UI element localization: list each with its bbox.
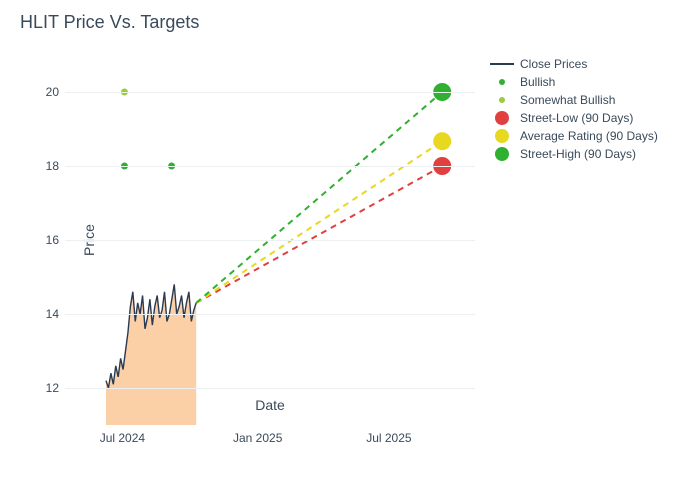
x-tick-label: Jan 2025 <box>233 431 282 445</box>
x-tick-label: Jul 2024 <box>100 431 145 445</box>
y-tick-label: 14 <box>46 307 59 321</box>
gridline <box>65 388 475 389</box>
legend-swatch-dot <box>490 147 514 161</box>
legend-item: Street-Low (90 Days) <box>490 109 658 127</box>
gridline <box>65 314 475 315</box>
legend-item: Close Prices <box>490 55 658 73</box>
legend-item: Somewhat Bullish <box>490 91 658 109</box>
plot-area: Price Date 1214161820Jul 2024Jan 2025Jul… <box>65 55 475 425</box>
legend-label: Somewhat Bullish <box>520 93 615 107</box>
x-axis-label: Date <box>255 397 285 413</box>
legend-swatch-line <box>490 63 514 65</box>
chart-title: HLIT Price Vs. Targets <box>20 12 199 33</box>
projection-dot-average <box>433 132 451 150</box>
gridline <box>65 92 475 93</box>
legend-label: Street-Low (90 Days) <box>520 111 633 125</box>
legend-item: Bullish <box>490 73 658 91</box>
legend-swatch-dot <box>490 111 514 125</box>
y-tick-label: 20 <box>46 85 59 99</box>
legend: Close Prices Bullish Somewhat Bullish Stree… <box>490 55 658 163</box>
gridline <box>65 240 475 241</box>
y-tick-label: 12 <box>46 381 59 395</box>
y-tick-label: 16 <box>46 233 59 247</box>
y-tick-label: 18 <box>46 159 59 173</box>
x-tick-label: Jul 2025 <box>366 431 411 445</box>
legend-swatch-dot <box>490 79 514 85</box>
legend-item: Street-High (90 Days) <box>490 145 658 163</box>
legend-label: Bullish <box>520 75 555 89</box>
legend-label: Street-High (90 Days) <box>520 147 636 161</box>
legend-label: Close Prices <box>520 57 587 71</box>
legend-item: Average Rating (90 Days) <box>490 127 658 145</box>
gridline <box>65 166 475 167</box>
legend-swatch-dot <box>490 97 514 103</box>
projection-line-street_low <box>196 166 442 303</box>
projection-line-street_high <box>196 92 442 303</box>
legend-label: Average Rating (90 Days) <box>520 129 658 143</box>
legend-swatch-dot <box>490 129 514 143</box>
